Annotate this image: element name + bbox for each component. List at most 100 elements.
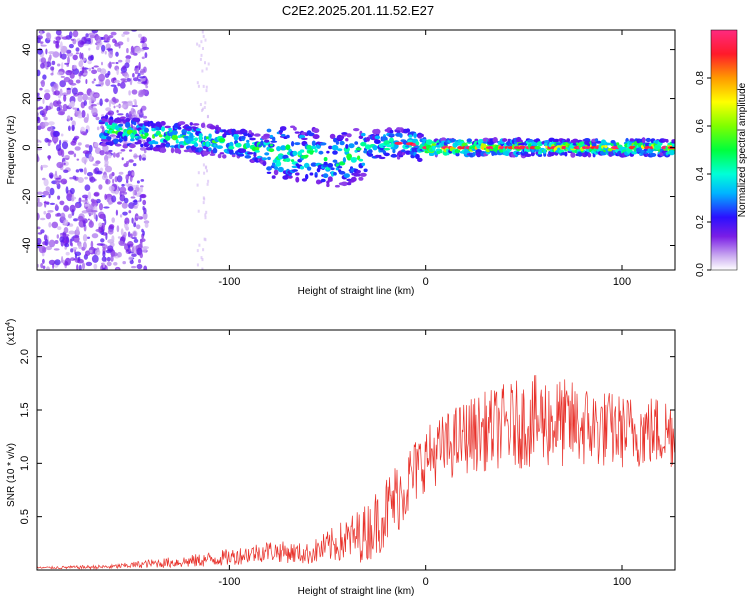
heatmap-ridge-cell [329, 133, 336, 140]
heatmap-noise-cell [75, 109, 82, 117]
heatmap-ridge-cell [432, 145, 436, 151]
heatmap-ridge-cell [245, 142, 250, 149]
heatmap-noise-cell [104, 193, 107, 200]
heatmap-ridge-cell [246, 152, 254, 155]
heatmap-noise-cell [85, 129, 89, 134]
heatmap-ridge-cell [355, 147, 362, 151]
heatmap-ridge-cell [358, 176, 364, 181]
heatmap-noise-cell [91, 103, 97, 107]
heatmap-ridge-cell [339, 140, 345, 146]
heatmap-noise-cell [142, 212, 148, 220]
heatmap-noise-cell [139, 252, 143, 259]
heatmap-ridge-cell [113, 138, 119, 144]
heatmap-noise-cell [99, 98, 103, 107]
heatmap-noise-cell [121, 157, 124, 161]
heatmap-ridge-cell [306, 166, 312, 171]
heatmap-ridge-cell [272, 136, 276, 142]
heatmap-noise-cell [108, 173, 113, 180]
heatmap-noise-cell [61, 36, 69, 40]
heatmap-ridge-cell [407, 139, 414, 143]
heatmap-ridge-cell [350, 157, 358, 160]
x-tick-label: -100 [218, 576, 240, 588]
heatmap-noise-cell [72, 107, 78, 110]
heatmap-ridge-cell [100, 138, 108, 142]
heatmap-ridge-cell [240, 135, 246, 140]
snr-y-axis: 0.5 1.0 1.5 2.0 [19, 349, 675, 524]
heatmap-noise-cell [108, 201, 112, 205]
heatmap-ridge-cell [374, 135, 381, 140]
heatmap-ridge-cell [299, 149, 305, 153]
heatmap-ridge-cell [388, 133, 395, 137]
heatmap-noise-cell [48, 172, 54, 179]
heatmap-ridge-cell [231, 154, 236, 158]
heatmap-ridge-cell [144, 132, 149, 137]
heatmap-ridge-cell [200, 122, 206, 128]
heatmap-ridge-cell [401, 152, 405, 156]
heatmap-noise-cell [71, 87, 78, 95]
heatmap-ridge-cell [358, 135, 364, 139]
heatmap-noise-cell [196, 263, 199, 267]
heatmap-ridge-cell [354, 141, 359, 145]
heatmap-noise-cell [130, 107, 135, 115]
heatmap-ridge-cell [665, 139, 669, 143]
heatmap-noise-cell [124, 73, 130, 79]
heatmap-ridge-cell [328, 145, 333, 150]
heatmap-noise-cell [131, 172, 135, 176]
heatmap-noise-cell [72, 175, 77, 180]
heatmap-ridge-cell [249, 137, 256, 141]
heatmap-noise-cell [57, 111, 65, 116]
heatmap-noise-cell [88, 47, 91, 51]
heatmap-noise-cell [65, 251, 70, 256]
heatmap-noise-cell [47, 210, 54, 213]
heatmap-noise-cell [201, 30, 204, 34]
heatmap-ridge-cell [383, 147, 391, 151]
heatmap-ridge-cell [160, 126, 166, 132]
heatmap-ridge-cell [118, 127, 123, 131]
heatmap-noise-cell [205, 89, 208, 93]
heatmap-noise-cell [112, 152, 116, 158]
heatmap-ridge-cell [204, 151, 211, 155]
y-tick-label: 0 [21, 144, 33, 150]
heatmap-ridge-cell [301, 178, 307, 182]
heatmap-ridge-cell [346, 133, 352, 138]
heatmap-noise-cell [61, 256, 64, 264]
heatmap-noise-cell [56, 106, 61, 112]
heatmap-noise-cell [82, 150, 90, 155]
heatmap-noise-cell [201, 108, 203, 112]
heatmap-noise-cell [77, 40, 85, 48]
spectrogram-y-label: Frequency (Hz) [6, 116, 17, 185]
heatmap-noise-cell [137, 73, 141, 77]
heatmap-noise-cell [42, 190, 50, 196]
heatmap-ridge-cell [566, 138, 571, 143]
heatmap-noise-cell [47, 141, 51, 147]
heatmap-noise-cell [127, 231, 131, 238]
heatmap-noise-cell [104, 159, 109, 166]
heatmap-noise-cell [116, 68, 119, 76]
heatmap-noise-cell [72, 247, 78, 250]
spectrogram-frame [36, 29, 676, 271]
snr-y-multiplier: (x104) [5, 319, 17, 346]
heatmap-noise-cell [94, 142, 99, 148]
heatmap-noise-cell [82, 93, 88, 101]
heatmap-noise-cell [37, 107, 41, 110]
heatmap-ridge-cell [270, 140, 278, 143]
heatmap-ridge-cell [348, 143, 355, 149]
heatmap-noise-cell [71, 198, 75, 202]
heatmap-ridge-cell [293, 126, 297, 131]
heatmap-ridge-cell [275, 160, 282, 167]
heatmap-noise-cell [93, 78, 96, 81]
heatmap-noise-cell [79, 169, 84, 173]
heatmap-noise-cell [91, 80, 95, 84]
heatmap-noise-cell [93, 65, 99, 68]
heatmap-ridge-cell [295, 176, 300, 183]
heatmap-noise-cell [88, 144, 93, 153]
colorbar-ticks: 0.0 0.2 0.4 0.6 0.8 [695, 71, 711, 277]
heatmap-noise-cell [37, 139, 41, 143]
heatmap-noise-cell [113, 86, 118, 95]
heatmap-noise-cell [106, 261, 112, 267]
heatmap-ridge-cell [304, 154, 309, 158]
heatmap-noise-cell [49, 202, 56, 205]
heatmap-noise-cell [59, 200, 65, 206]
heatmap-noise-cell [46, 32, 52, 41]
heatmap-noise-cell [201, 267, 204, 270]
